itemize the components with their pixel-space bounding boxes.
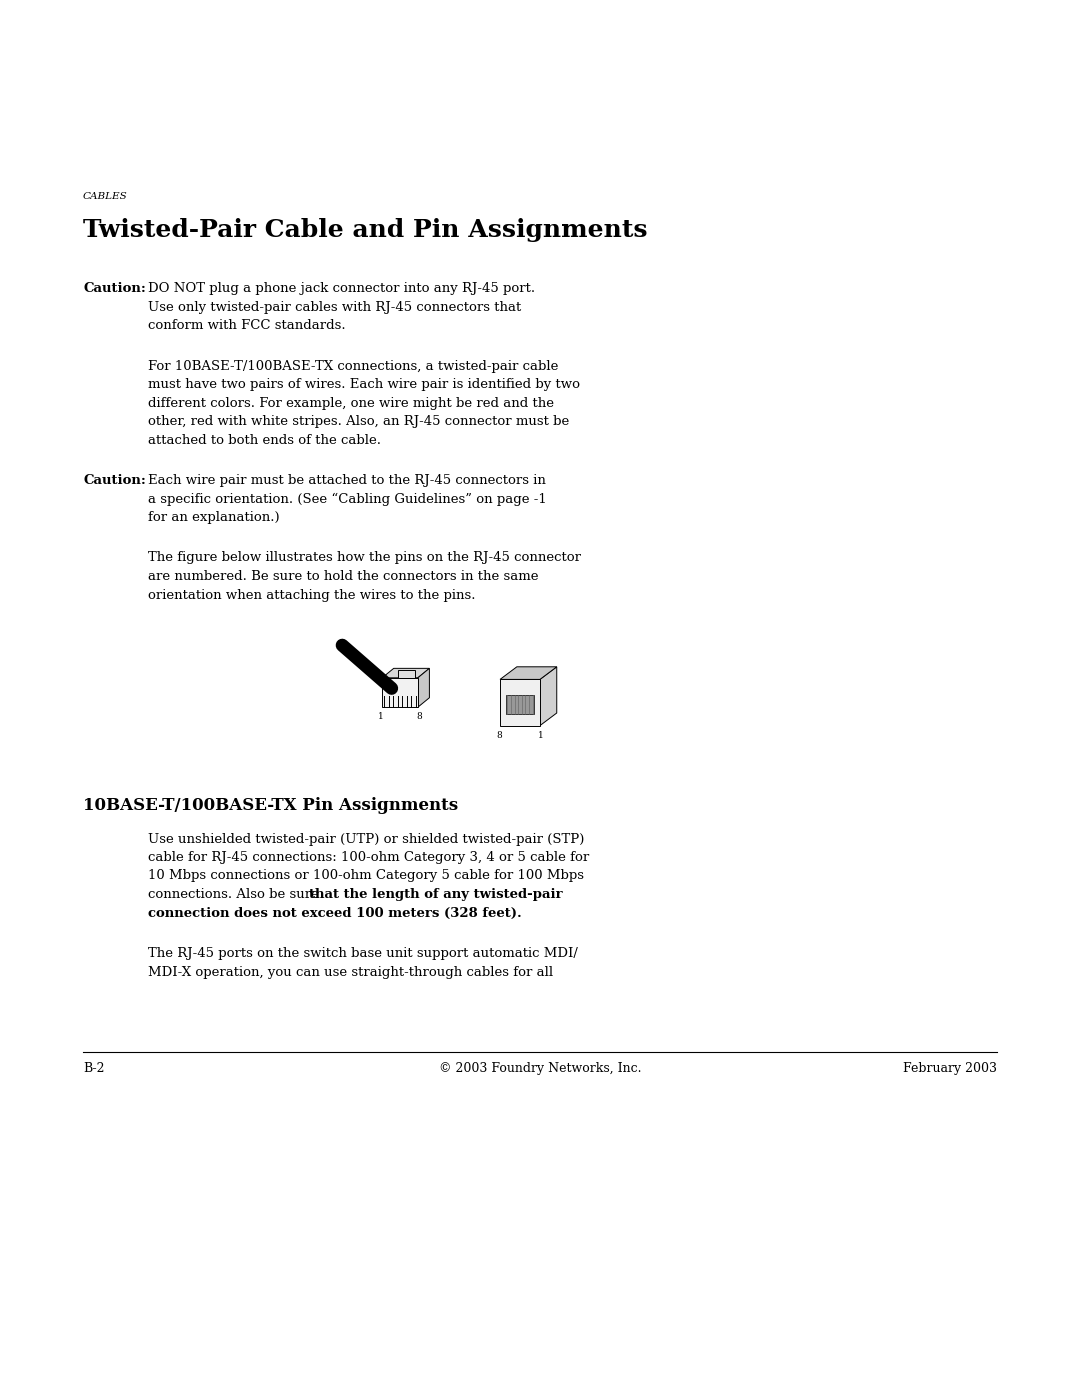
Text: for an explanation.): for an explanation.)	[148, 511, 280, 524]
Text: Caution:: Caution:	[83, 474, 146, 488]
Text: CABLES: CABLES	[83, 191, 127, 201]
Text: Each wire pair must be attached to the RJ-45 connectors in: Each wire pair must be attached to the R…	[148, 474, 545, 488]
Text: For 10BASE-T/100BASE-TX connections, a twisted-pair cable: For 10BASE-T/100BASE-TX connections, a t…	[148, 359, 558, 373]
Text: Use unshielded twisted-pair (UTP) or shielded twisted-pair (STP): Use unshielded twisted-pair (UTP) or shi…	[148, 833, 584, 845]
Text: cable for RJ-45 connections: 100-ohm Category 3, 4 or 5 cable for: cable for RJ-45 connections: 100-ohm Cat…	[148, 851, 590, 863]
Text: are numbered. Be sure to hold the connectors in the same: are numbered. Be sure to hold the connec…	[148, 570, 539, 583]
Text: must have two pairs of wires. Each wire pair is identified by two: must have two pairs of wires. Each wire …	[148, 379, 580, 391]
Bar	[505, 694, 535, 714]
Text: attached to both ends of the cable.: attached to both ends of the cable.	[148, 433, 381, 447]
Text: other, red with white stripes. Also, an RJ-45 connector must be: other, red with white stripes. Also, an …	[148, 415, 569, 427]
Text: Twisted-Pair Cable and Pin Assignments: Twisted-Pair Cable and Pin Assignments	[83, 218, 648, 242]
Polygon shape	[540, 666, 557, 725]
Polygon shape	[500, 679, 540, 725]
Text: orientation when attaching the wires to the pins.: orientation when attaching the wires to …	[148, 588, 475, 602]
Text: B-2: B-2	[83, 1062, 105, 1076]
Text: 1: 1	[378, 712, 384, 721]
Text: that the length of any twisted-pair: that the length of any twisted-pair	[309, 888, 563, 901]
Text: February 2003: February 2003	[903, 1062, 997, 1076]
Text: connection does not exceed 100 meters (328 feet).: connection does not exceed 100 meters (3…	[148, 907, 522, 919]
Polygon shape	[397, 671, 415, 678]
Text: 10BASE-T/100BASE-TX Pin Assignments: 10BASE-T/100BASE-TX Pin Assignments	[83, 798, 458, 814]
Text: 1: 1	[538, 731, 544, 740]
Text: connections. Also be sure: connections. Also be sure	[148, 888, 323, 901]
Text: MDI-X operation, you can use straight-through cables for all: MDI-X operation, you can use straight-th…	[148, 965, 553, 978]
Text: © 2003 Foundry Networks, Inc.: © 2003 Foundry Networks, Inc.	[438, 1062, 642, 1076]
Text: DO NOT plug a phone jack connector into any RJ-45 port.: DO NOT plug a phone jack connector into …	[148, 282, 535, 295]
Text: 10 Mbps connections or 100-ohm Category 5 cable for 100 Mbps: 10 Mbps connections or 100-ohm Category …	[148, 869, 584, 883]
Text: Use only twisted-pair cables with RJ-45 connectors that: Use only twisted-pair cables with RJ-45 …	[148, 300, 522, 313]
Text: The figure below illustrates how the pins on the RJ-45 connector: The figure below illustrates how the pin…	[148, 552, 581, 564]
Text: a specific orientation. (See “Cabling Guidelines” on page -1: a specific orientation. (See “Cabling Gu…	[148, 493, 546, 506]
Text: different colors. For example, one wire might be red and the: different colors. For example, one wire …	[148, 397, 554, 409]
Polygon shape	[382, 668, 430, 678]
Polygon shape	[382, 678, 418, 707]
Polygon shape	[500, 666, 557, 679]
Text: The RJ-45 ports on the switch base unit support automatic MDI/: The RJ-45 ports on the switch base unit …	[148, 947, 578, 960]
Polygon shape	[418, 668, 430, 707]
Text: 8: 8	[496, 731, 502, 740]
Text: 8: 8	[416, 712, 422, 721]
Text: conform with FCC standards.: conform with FCC standards.	[148, 319, 346, 332]
Text: Caution:: Caution:	[83, 282, 146, 295]
